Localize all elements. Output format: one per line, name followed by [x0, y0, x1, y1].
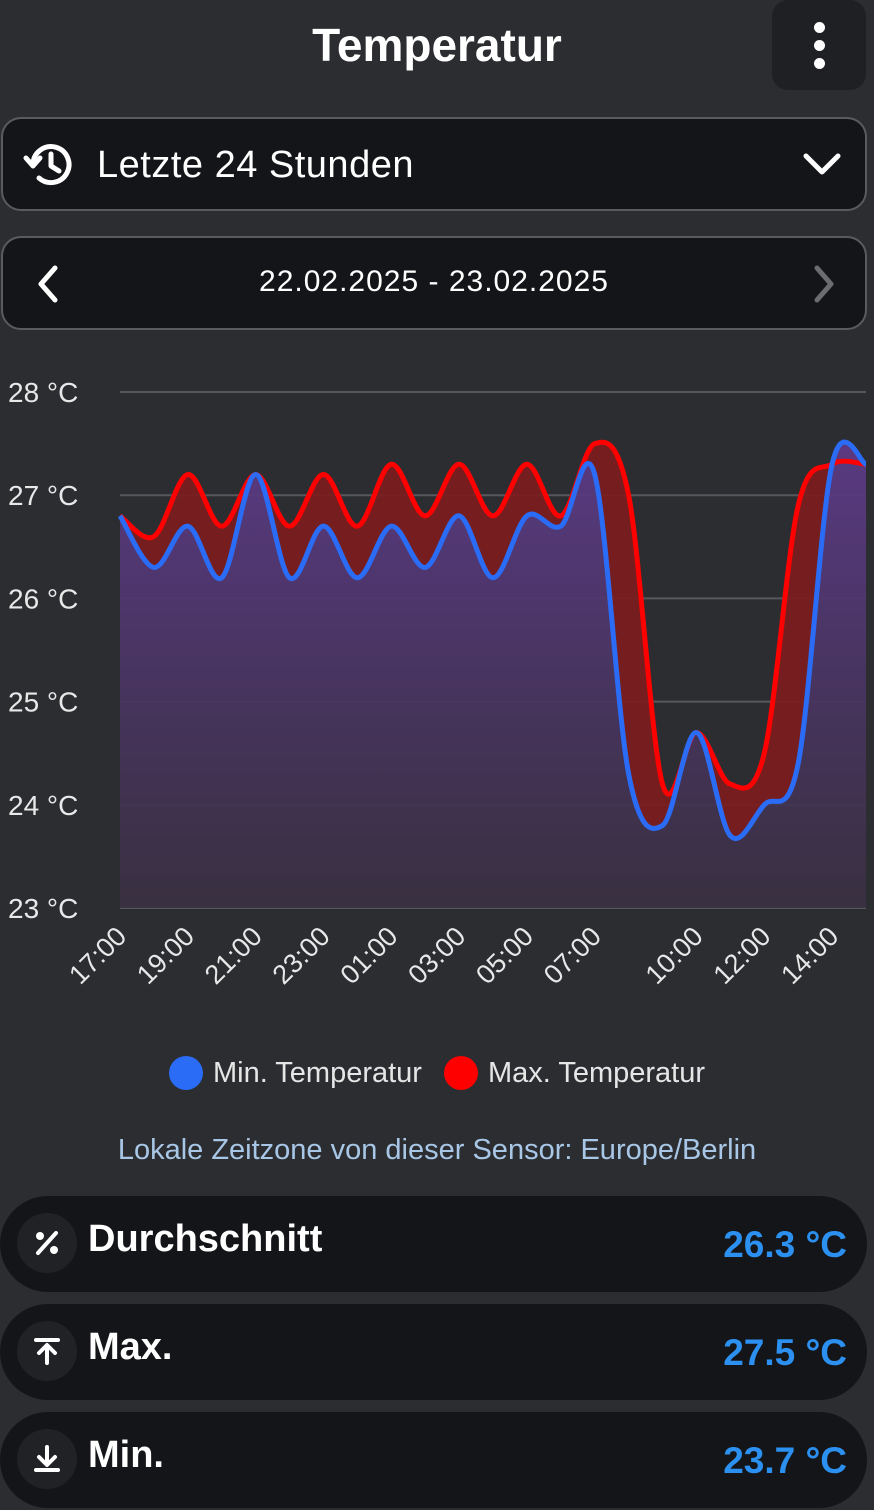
- date-range-navigator: 22.02.2025 - 23.02.2025: [1, 236, 867, 330]
- stat-average-value: 26.3 °C: [723, 1224, 847, 1265]
- stat-max: Max. 27.5 °C: [0, 1304, 867, 1400]
- period-select-label: Letzte 24 Stunden: [97, 144, 414, 186]
- chevron-right-icon[interactable]: [803, 262, 843, 306]
- y-tick-label: 26 °C: [8, 583, 78, 614]
- x-tick-label: 12:00: [708, 921, 777, 990]
- max-band-area: [120, 442, 866, 839]
- chevron-down-icon: [803, 153, 841, 175]
- series-line-min: [117, 439, 868, 841]
- stat-min: Min. 23.7 °C: [0, 1412, 867, 1508]
- arrow-down-to-line-icon: [17, 1429, 77, 1489]
- y-tick-label: 23 °C: [8, 893, 78, 924]
- arrow-up-to-line-icon: [17, 1321, 77, 1381]
- x-tick-label: 03:00: [402, 921, 471, 990]
- temperature-chart: 28 °C 27 °C 26 °C 25 °C 24 °C 23 °C 17:0019:0…: [8, 377, 868, 990]
- more-vert-icon-dot-3: [813, 57, 825, 69]
- stat-min-value: 23.7 °C: [723, 1440, 847, 1481]
- x-tick-label: 17:00: [63, 921, 132, 990]
- stat-average-label: Durchschnitt: [88, 1218, 323, 1260]
- y-tick-label: 25 °C: [8, 687, 78, 718]
- x-tick-label: 14:00: [775, 921, 844, 990]
- legend-swatch-min: [168, 1056, 203, 1090]
- stat-min-label: Min.: [88, 1434, 164, 1476]
- date-range-label: 22.02.2025 - 23.02.2025: [259, 265, 609, 298]
- more-vert-icon: [813, 21, 825, 33]
- x-tick-label: 21:00: [199, 921, 268, 990]
- y-tick-label: 28 °C: [8, 377, 78, 408]
- page-title: Temperatur: [312, 19, 562, 71]
- legend-label-min: Min. Temperatur: [212, 1056, 422, 1089]
- legend-item-min[interactable]: Min. Temperatur: [168, 1056, 422, 1090]
- legend-swatch-max: [443, 1056, 478, 1090]
- x-tick-label: 10:00: [640, 921, 709, 990]
- stat-max-value: 27.5 °C: [723, 1332, 847, 1373]
- x-tick-label: 05:00: [470, 921, 539, 990]
- more-vert-icon-dot-2: [813, 39, 825, 51]
- legend-label-max: Max. Temperatur: [487, 1056, 706, 1089]
- x-tick-label: 07:00: [538, 921, 607, 990]
- y-tick-label: 27 °C: [8, 480, 78, 511]
- history-icon: [23, 144, 72, 186]
- stat-max-label: Max.: [88, 1326, 173, 1368]
- stat-average: Durchschnitt 26.3 °C: [0, 1196, 867, 1292]
- chevron-left-icon[interactable]: [29, 262, 69, 306]
- legend-item-max[interactable]: Max. Temperatur: [443, 1056, 706, 1090]
- header: Temperatur: [0, 0, 874, 92]
- more-options-button[interactable]: [772, 0, 866, 90]
- x-tick-label: 19:00: [131, 921, 200, 990]
- timezone-note: Lokale Zeitzone von dieser Sensor: Europ…: [117, 1134, 757, 1166]
- x-tick-label: 23:00: [267, 921, 336, 990]
- x-tick-label: 01:00: [335, 921, 404, 990]
- period-select[interactable]: Letzte 24 Stunden: [1, 117, 867, 211]
- y-tick-label: 24 °C: [8, 790, 78, 821]
- percent-icon: [17, 1213, 77, 1273]
- chart-legend: Min. Temperatur Max. Temperatur: [0, 1056, 874, 1090]
